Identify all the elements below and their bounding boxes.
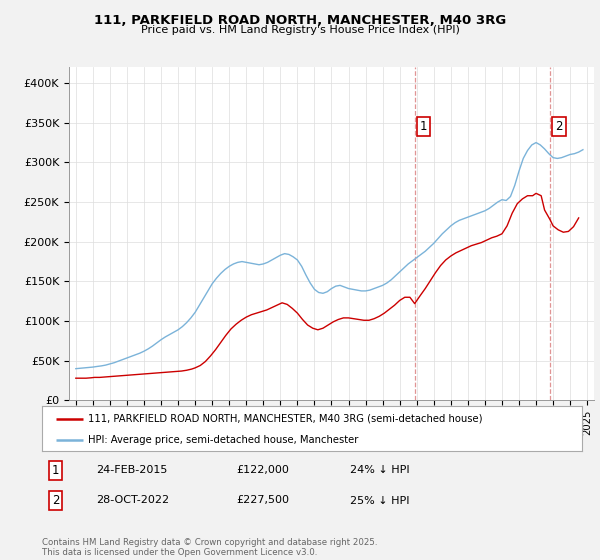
Text: 24% ↓ HPI: 24% ↓ HPI <box>350 465 409 475</box>
Text: £122,000: £122,000 <box>236 465 289 475</box>
Text: £227,500: £227,500 <box>236 496 289 506</box>
Text: 25% ↓ HPI: 25% ↓ HPI <box>350 496 409 506</box>
Text: 2: 2 <box>52 494 59 507</box>
Text: HPI: Average price, semi-detached house, Manchester: HPI: Average price, semi-detached house,… <box>88 435 358 445</box>
Text: 28-OCT-2022: 28-OCT-2022 <box>96 496 169 506</box>
Text: Contains HM Land Registry data © Crown copyright and database right 2025.
This d: Contains HM Land Registry data © Crown c… <box>42 538 377 557</box>
Text: 111, PARKFIELD ROAD NORTH, MANCHESTER, M40 3RG: 111, PARKFIELD ROAD NORTH, MANCHESTER, M… <box>94 14 506 27</box>
Text: 24-FEB-2015: 24-FEB-2015 <box>96 465 167 475</box>
Text: 1: 1 <box>52 464 59 477</box>
Text: 1: 1 <box>420 120 427 133</box>
Text: 2: 2 <box>556 120 563 133</box>
Text: Price paid vs. HM Land Registry's House Price Index (HPI): Price paid vs. HM Land Registry's House … <box>140 25 460 35</box>
Text: 111, PARKFIELD ROAD NORTH, MANCHESTER, M40 3RG (semi-detached house): 111, PARKFIELD ROAD NORTH, MANCHESTER, M… <box>88 413 482 423</box>
